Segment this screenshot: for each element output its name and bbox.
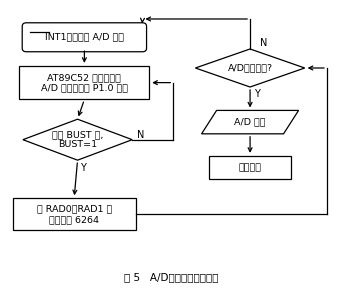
FancyBboxPatch shape [22, 23, 146, 52]
Text: 图 5   A/D转换控制程序框图: 图 5 A/D转换控制程序框图 [124, 272, 219, 282]
Text: A/D 结束: A/D 结束 [234, 118, 266, 127]
Text: Y: Y [254, 89, 260, 99]
Text: AT89C52 定时器产生
A/D 启动信号从 P1.0 输出: AT89C52 定时器产生 A/D 启动信号从 P1.0 输出 [41, 73, 128, 92]
Text: 数据处理: 数据处理 [239, 163, 262, 172]
Text: N: N [260, 38, 268, 48]
Text: N: N [137, 130, 144, 140]
Bar [20, 66, 149, 99]
Polygon shape [202, 111, 298, 134]
Text: A/D转换数到?: A/D转换数到? [227, 64, 273, 73]
Text: INT1中断启动 A/D 转换: INT1中断启动 A/D 转换 [45, 33, 124, 42]
Bar [13, 198, 135, 230]
Text: Y: Y [80, 163, 86, 173]
Bar [209, 156, 291, 179]
Text: 查询 BUST 端,
BUST=1: 查询 BUST 端, BUST=1 [52, 130, 103, 149]
Polygon shape [23, 119, 132, 160]
Polygon shape [196, 49, 305, 87]
Text: 从 RAD0，RAD1 读
数据存入 6264: 从 RAD0，RAD1 读 数据存入 6264 [36, 205, 112, 224]
